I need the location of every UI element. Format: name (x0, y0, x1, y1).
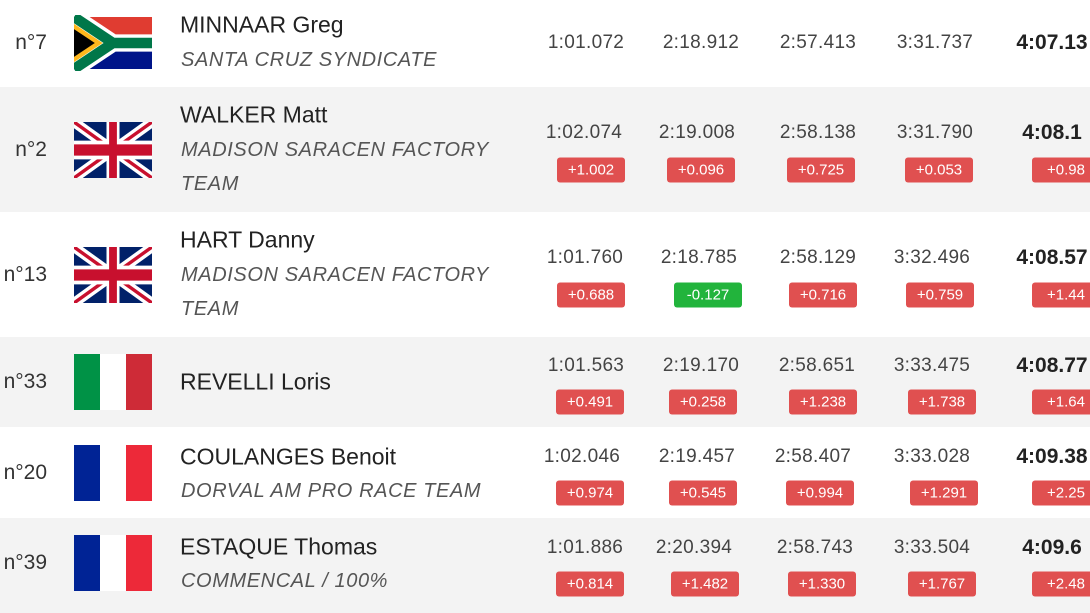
final-gap: +1.64 (1032, 389, 1090, 415)
split: 3:31.790 (896, 122, 974, 143)
split-diff: +0.545 (669, 480, 737, 506)
split-diff: +0.053 (905, 157, 973, 183)
split: 2:58.743 (776, 537, 854, 558)
split-diff: +0.759 (906, 282, 974, 308)
result-row: n°39 ESTAQUE Thomas COMMENCAL / 100% 1:0… (0, 518, 1090, 613)
final-time: 4:09.6 (1022, 536, 1082, 559)
split: 1:02.074 (545, 122, 623, 143)
split-diff: +0.716 (789, 282, 857, 308)
split-diff: +0.096 (667, 157, 735, 183)
split-diff: +1.482 (671, 571, 739, 597)
flag (74, 445, 152, 501)
split: 3:31.737 (896, 32, 974, 53)
split-diff: +1.238 (789, 389, 857, 415)
rider-name: HART Danny (180, 226, 315, 253)
position: n°7 (15, 31, 47, 54)
split-diff: +0.814 (556, 571, 624, 597)
split: 1:01.886 (546, 537, 624, 558)
result-row: n°33 REVELLI Loris 1:01.563 2:19.170 2:5… (0, 337, 1090, 427)
final-gap: +2.25 (1032, 480, 1090, 506)
final-time: 4:08.77 (1016, 354, 1088, 377)
split-diff: +1.767 (908, 571, 976, 597)
split: 1:01.072 (547, 32, 625, 53)
final-gap: +2.48 (1032, 571, 1090, 597)
split: 2:57.413 (779, 32, 857, 53)
split: 3:33.504 (893, 537, 971, 558)
team: COMMENCAL / 100% (181, 570, 389, 592)
rider-name: REVELLI Loris (180, 368, 331, 395)
flag (74, 122, 152, 178)
team: MADISON SARACEN FACTORY TEAM (181, 139, 489, 195)
split-diff: +0.258 (669, 389, 737, 415)
flag (74, 247, 152, 303)
split: 2:20.394 (655, 537, 733, 558)
split: 2:58.129 (779, 247, 857, 268)
position: n°2 (15, 138, 47, 161)
split-diff: +0.688 (557, 282, 625, 308)
position: n°20 (3, 461, 47, 484)
split: 2:18.785 (660, 247, 738, 268)
split-diff: +0.994 (786, 480, 854, 506)
result-row: n°2 WALKER Matt MADISON SARACEN FACTORY … (0, 87, 1090, 212)
split: 3:33.028 (893, 446, 971, 467)
result-row: n°7 MINNAAR Greg SANTA CRUZ SYNDICATE 1:… (0, 0, 1090, 87)
split: 2:19.457 (658, 446, 736, 467)
rider-name: ESTAQUE Thomas (180, 533, 378, 560)
result-row: n°20 COULANGES Benoit DORVAL AM PRO RACE… (0, 427, 1090, 518)
final-time: 4:07.13 (1016, 31, 1088, 54)
split-diff: +0.725 (787, 157, 855, 183)
split: 1:01.760 (546, 247, 624, 268)
split-diff: +0.974 (556, 480, 624, 506)
split-diff: +1.002 (557, 157, 625, 183)
team: SANTA CRUZ SYNDICATE (181, 49, 438, 71)
split: 2:58.651 (778, 355, 856, 376)
team: DORVAL AM PRO RACE TEAM (181, 480, 482, 502)
rider-name: WALKER Matt (180, 101, 328, 128)
split: 2:19.170 (662, 355, 740, 376)
split-diff: +1.330 (788, 571, 856, 597)
split: 3:32.496 (893, 247, 971, 268)
split: 2:18.912 (662, 32, 740, 53)
final-time: 4:08.57 (1016, 246, 1088, 269)
split: 2:58.407 (774, 446, 852, 467)
split-diff: +1.291 (910, 480, 978, 506)
split: 1:02.046 (543, 446, 621, 467)
final-time: 4:09.38 (1016, 445, 1088, 468)
split-diff: -0.127 (674, 282, 742, 308)
final-time: 4:08.1 (1022, 121, 1082, 144)
rider-name: COULANGES Benoit (180, 443, 397, 470)
final-gap: +0.98 (1032, 157, 1090, 183)
split: 1:01.563 (547, 355, 625, 376)
team: MADISON SARACEN FACTORY TEAM (181, 264, 489, 320)
position: n°39 (3, 551, 47, 574)
result-row: n°13 HART Danny MADISON SARACEN FACTORY … (0, 212, 1090, 337)
position: n°33 (3, 370, 47, 393)
position: n°13 (3, 263, 47, 286)
flag (74, 535, 152, 591)
split: 2:19.008 (658, 122, 736, 143)
flag (74, 15, 152, 71)
flag (74, 354, 152, 410)
split-diff: +0.491 (556, 389, 624, 415)
split: 3:33.475 (893, 355, 971, 376)
split-diff: +1.738 (908, 389, 976, 415)
split: 2:58.138 (779, 122, 857, 143)
final-gap: +1.44 (1032, 282, 1090, 308)
rider-name: MINNAAR Greg (180, 11, 344, 38)
